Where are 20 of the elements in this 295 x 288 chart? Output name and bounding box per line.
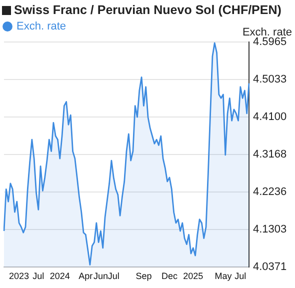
y-tick-label: 4.0371 bbox=[253, 261, 287, 274]
y-tick-label: 4.4100 bbox=[253, 111, 287, 124]
x-tick-label: Jul bbox=[32, 271, 44, 282]
y-tick-label: 4.3168 bbox=[253, 148, 287, 161]
x-tick-label: Jul bbox=[108, 271, 120, 282]
x-tick-label: Jul bbox=[234, 271, 246, 282]
x-tick-label: Dec bbox=[161, 271, 178, 282]
y-tick-label: 4.2236 bbox=[253, 186, 287, 198]
x-tick-label: 2025 bbox=[183, 271, 204, 282]
x-tick-label: Jun bbox=[93, 271, 108, 282]
x-tick-label: May bbox=[214, 271, 232, 282]
legend-label: Exch. rate bbox=[16, 20, 66, 33]
x-tick-label: Apr bbox=[78, 271, 93, 282]
chart-title: Swiss Franc / Peruvian Nuevo Sol (CHF/PEN) bbox=[14, 3, 282, 17]
y-tick-label: 4.5033 bbox=[253, 74, 287, 86]
x-tick-label: 2024 bbox=[50, 271, 70, 282]
x-tick-label: Sep bbox=[136, 271, 152, 282]
x-tick-label: 2023 bbox=[9, 271, 30, 282]
y-tick-label: 4.1303 bbox=[253, 224, 287, 236]
y-tick-label: 4.5965 bbox=[253, 36, 287, 48]
